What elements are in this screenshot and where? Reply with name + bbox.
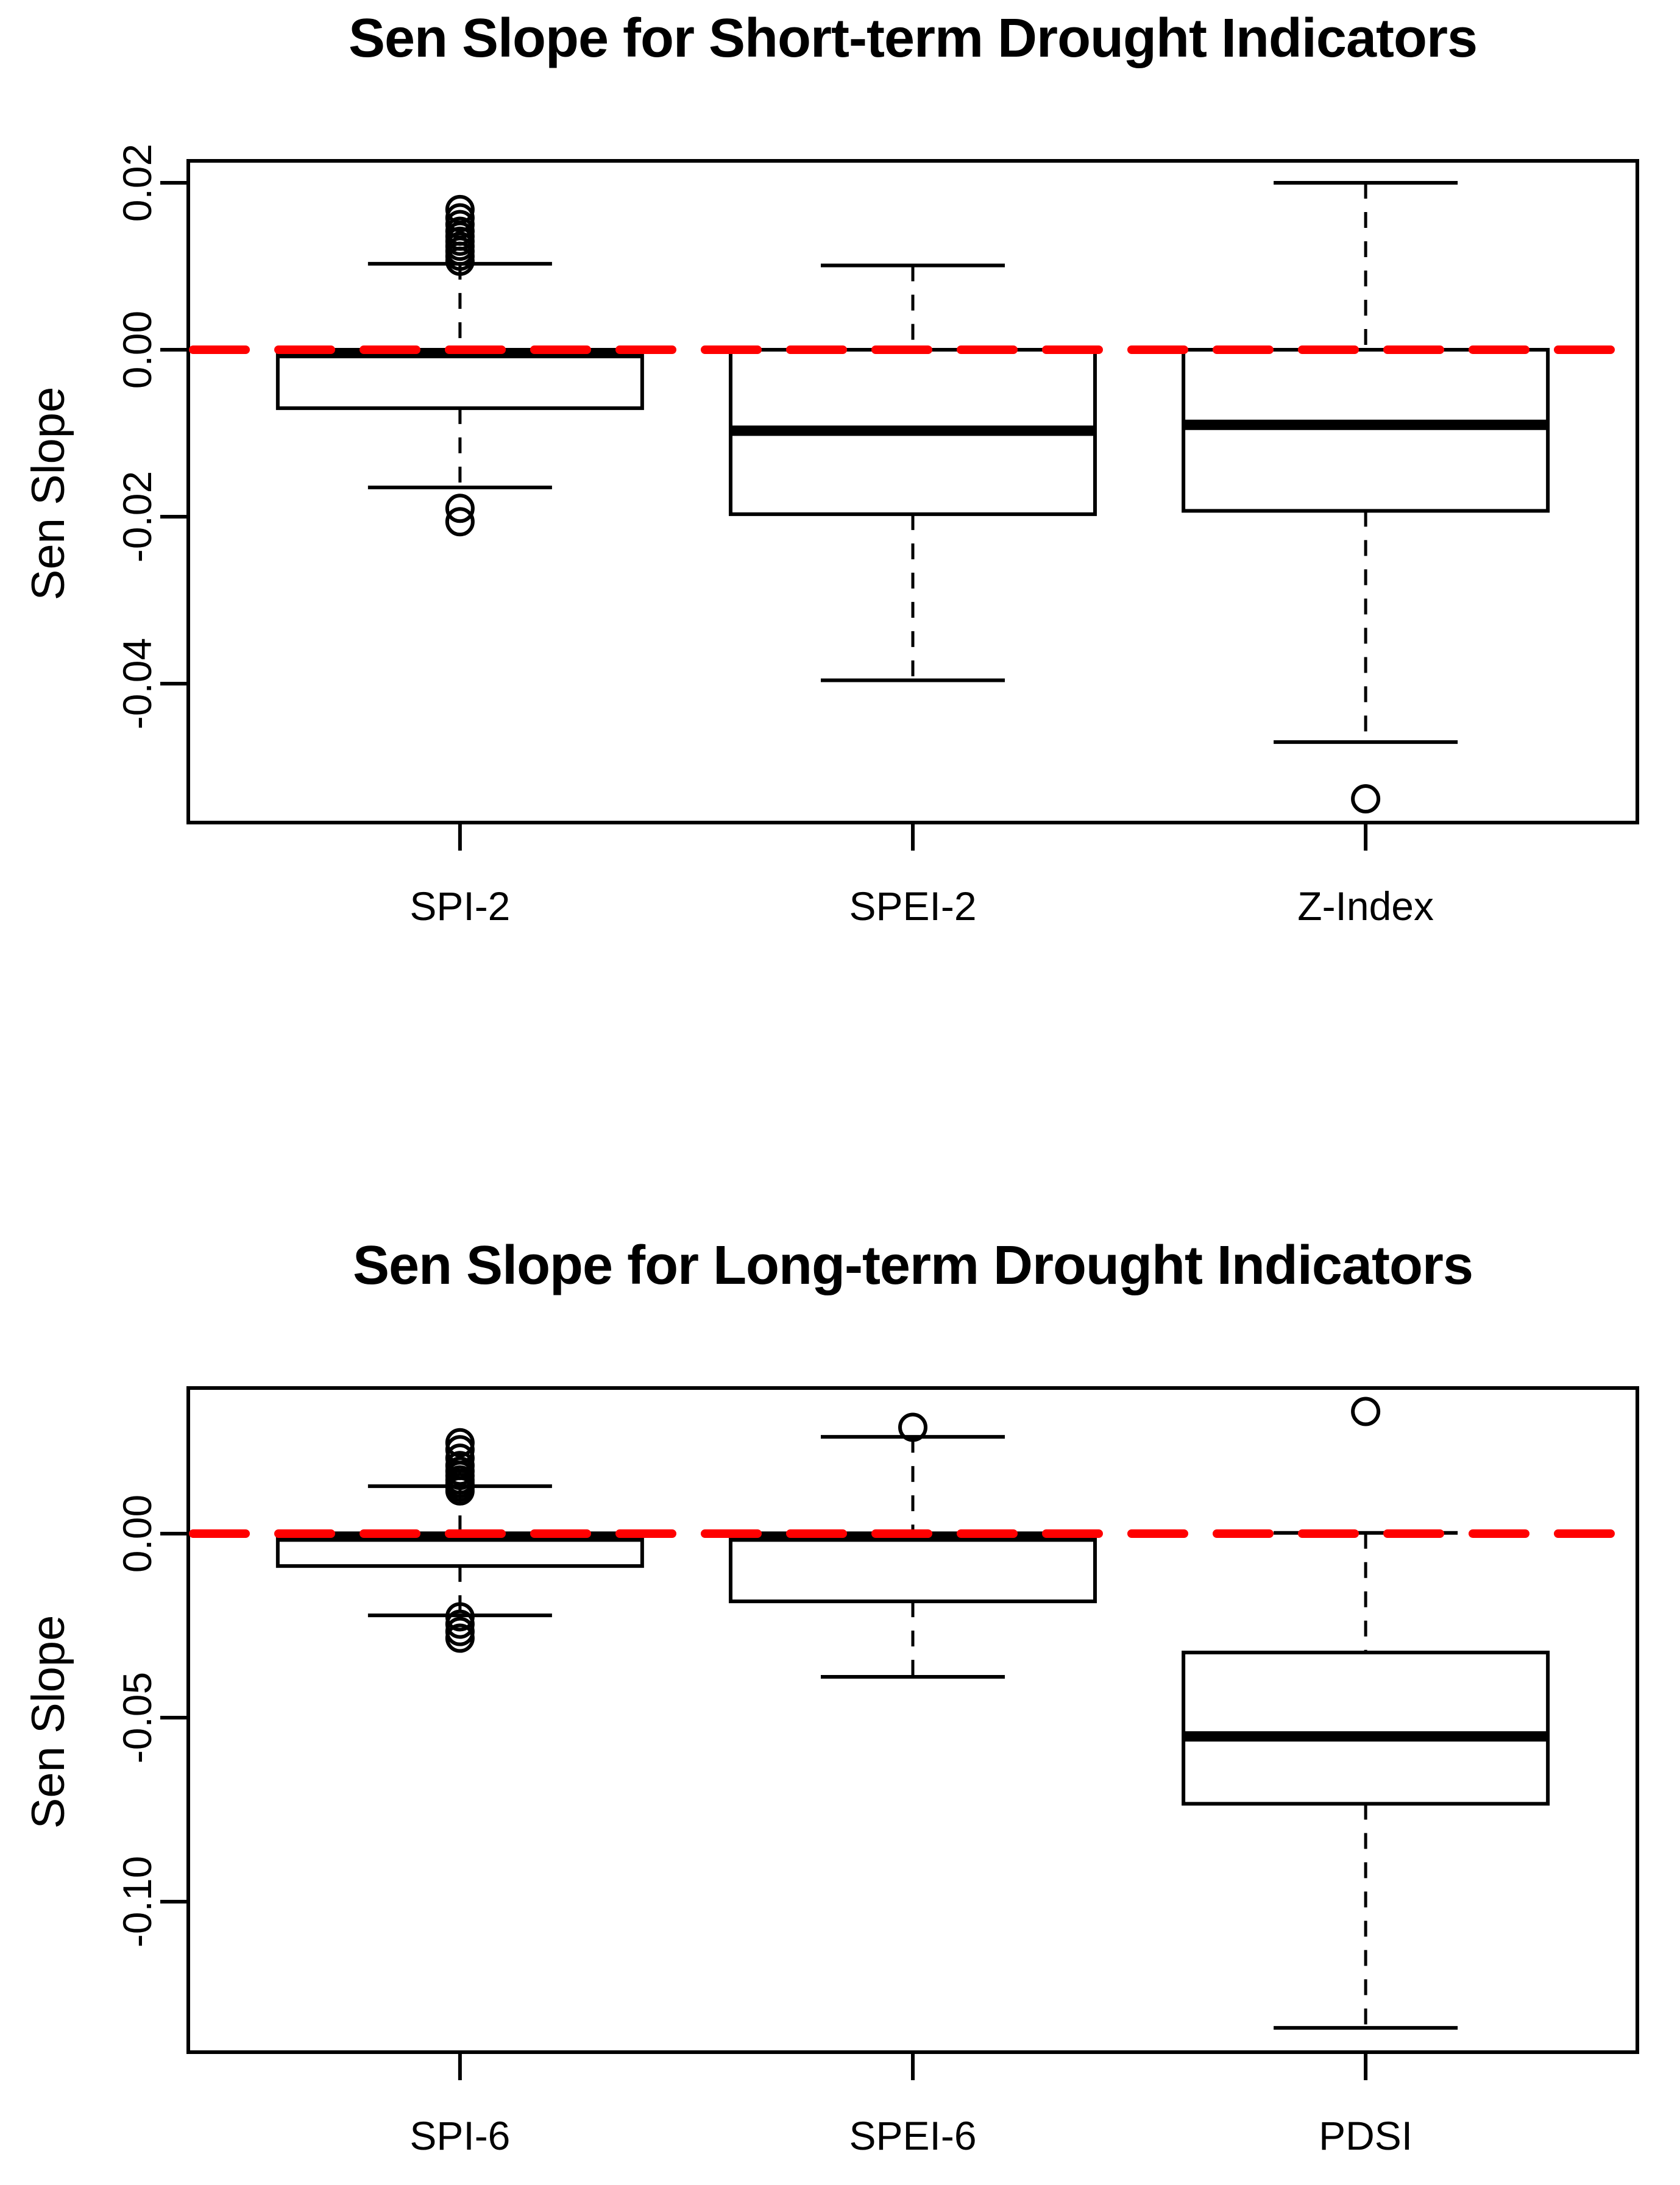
x-axis-category-label: SPEI-2 (849, 884, 976, 929)
y-axis-tick-label: -0.04 (115, 638, 160, 729)
y-axis-tick-label: -0.10 (115, 1856, 160, 1947)
outlier-point (445, 1443, 475, 1473)
x-axis-category-label: SPI-2 (409, 884, 510, 929)
iqr-box-Z-Index (1182, 348, 1550, 513)
x-axis-category-label: Z-Index (1297, 884, 1434, 929)
outlier-point (445, 507, 475, 537)
outlier-point (445, 194, 475, 224)
outlier-point (445, 1451, 475, 1481)
outlier-point (445, 494, 475, 523)
outlier-point (445, 1428, 475, 1457)
x-axis-category-label: SPEI-6 (849, 2113, 976, 2158)
y-axis-tick-label: 0.00 (115, 311, 160, 389)
outlier-point (445, 203, 475, 233)
iqr-box-SPI-2 (275, 348, 644, 410)
iqr-box-SPEI-6 (729, 1532, 1097, 1604)
outlier-point (898, 1412, 927, 1442)
x-axis-category-label: PDSI (1319, 2113, 1412, 2158)
outlier-point (1351, 784, 1381, 814)
outlier-point (1351, 1397, 1381, 1426)
outlier-point (445, 1623, 475, 1653)
y-axis-tick-label: -0.02 (115, 471, 160, 562)
y-axis-tick-label: 0.00 (115, 1495, 160, 1573)
y-axis-tick-label: 0.02 (115, 144, 160, 222)
outlier-point (445, 1602, 475, 1632)
outlier-point (445, 1609, 475, 1639)
x-axis-category-label: SPI-6 (409, 2113, 510, 2158)
long-term-chart-title: Sen Slope for Long-term Drought Indicato… (352, 1235, 1473, 1296)
short-term-chart-title: Sen Slope for Short-term Drought Indicat… (348, 8, 1478, 69)
y-axis-tick-label: -0.05 (115, 1672, 160, 1763)
iqr-box-PDSI (1182, 1651, 1550, 1806)
